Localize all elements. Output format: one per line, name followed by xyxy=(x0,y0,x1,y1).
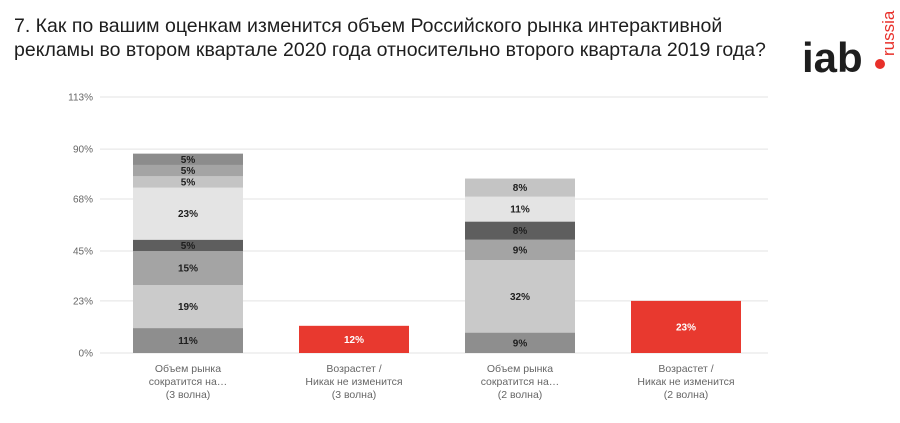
bar-segment xyxy=(133,187,243,240)
bar-segment xyxy=(465,332,575,353)
bar-segment xyxy=(133,285,243,329)
category-label-line: сократится на… xyxy=(481,376,560,388)
data-label: 11% xyxy=(510,205,530,216)
bar-segment xyxy=(465,178,575,197)
category-label-line: Возрастет / xyxy=(326,363,381,375)
category-label: Объем рынка сократится на… (2 волна) xyxy=(481,363,560,401)
data-label: 12% xyxy=(344,335,364,346)
bar-segment xyxy=(133,251,243,286)
data-label: 8% xyxy=(513,183,528,194)
data-label: 5% xyxy=(181,241,196,252)
category-labels: Объем рынка сократится на… (3 волна)Возрас… xyxy=(149,363,735,401)
data-label: 32% xyxy=(510,292,530,303)
data-label: 23% xyxy=(676,322,696,333)
category-label-line: Возрастет / xyxy=(658,363,713,375)
bar-segment xyxy=(133,164,243,177)
bar-segment xyxy=(465,196,575,222)
category-label-line: (3 волна) xyxy=(332,389,377,401)
bar-segment xyxy=(133,176,243,188)
y-tick-label: 68% xyxy=(73,194,93,205)
data-label: 19% xyxy=(178,302,198,313)
data-label: 15% xyxy=(178,264,198,275)
bar-stack: 9% 32% 9% 8% 11% 8% xyxy=(465,178,575,353)
category-label: Возрастет / Никак не изменится (3 волна) xyxy=(305,363,402,401)
data-label: 9% xyxy=(513,245,528,256)
bar-segment xyxy=(465,260,575,333)
category-label: Объем рынка сократится на… (3 волна) xyxy=(149,363,228,401)
y-tick-label: 23% xyxy=(73,296,93,307)
bar-segment xyxy=(465,239,575,261)
logo-sub-text: russia xyxy=(879,10,898,56)
data-label: 9% xyxy=(513,338,528,349)
data-label: 23% xyxy=(178,209,198,220)
data-label: 5% xyxy=(181,166,196,177)
category-label-line: (3 волна) xyxy=(166,389,211,401)
bar-stack: 12% xyxy=(299,325,409,353)
y-tick-label: 0% xyxy=(79,349,94,360)
bar-segment xyxy=(299,325,409,353)
bar-stack: 11%19%15%5%23%5%5%5% xyxy=(133,153,243,353)
y-tick-label: 113% xyxy=(68,93,93,104)
category-label-line: Объем рынка xyxy=(487,363,553,375)
category-label-line: Никак не изменится xyxy=(637,376,734,388)
bar-segment xyxy=(465,221,575,240)
iab-russia-logo: iab russia xyxy=(802,10,898,80)
chart-title: 7. Как по вашим оценкам изменится объем … xyxy=(14,15,766,61)
data-label: 5% xyxy=(181,177,196,188)
data-label: 5% xyxy=(181,155,196,166)
bar-segment xyxy=(133,239,243,252)
logo-dot-icon xyxy=(875,59,885,69)
category-label-line: Объем рынка xyxy=(155,363,221,375)
category-label-line: Никак не изменится xyxy=(305,376,402,388)
y-tick-label: 45% xyxy=(73,247,93,258)
bar-segment xyxy=(133,328,243,353)
data-label: 11% xyxy=(178,336,198,347)
bar-stack: 23% xyxy=(631,300,741,353)
logo-main-text: iab xyxy=(802,34,863,80)
bar-segment xyxy=(133,153,243,165)
category-label-line: (2 волна) xyxy=(664,389,709,401)
bar-segment xyxy=(631,300,741,353)
category-label: Возрастет / Никак не изменится (2 волна) xyxy=(637,363,734,401)
bars: 11%19%15%5%23%5%5%5%12% 9%32%9%8%11%8%23% xyxy=(133,153,741,353)
data-label: 8% xyxy=(513,226,528,237)
y-tick-label: 90% xyxy=(73,145,93,156)
category-label-line: (2 волна) xyxy=(498,389,543,401)
category-label-line: сократится на… xyxy=(149,376,228,388)
